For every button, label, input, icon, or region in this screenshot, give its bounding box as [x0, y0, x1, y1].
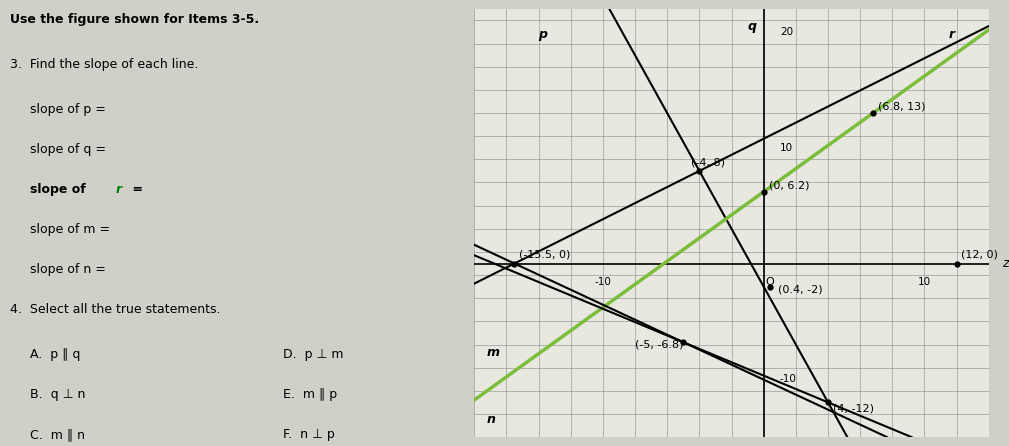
Text: (12, 0): (12, 0) [962, 250, 998, 260]
Text: F.  n ⊥ p: F. n ⊥ p [283, 428, 334, 441]
Text: slope of: slope of [30, 183, 91, 196]
Text: (-5, -6.8): (-5, -6.8) [635, 340, 683, 350]
Text: =: = [128, 183, 143, 196]
Text: B.  q ⊥ n: B. q ⊥ n [30, 388, 86, 401]
Text: r: r [116, 183, 122, 196]
Text: 10: 10 [918, 277, 931, 287]
Text: 20: 20 [780, 27, 793, 37]
Text: (0.4, -2): (0.4, -2) [778, 285, 822, 294]
Text: C.  m ∥ n: C. m ∥ n [30, 428, 86, 441]
Text: slope of n =: slope of n = [30, 263, 106, 276]
Text: E.  m ∥ p: E. m ∥ p [283, 388, 337, 401]
Text: (-15.5, 0): (-15.5, 0) [520, 250, 571, 260]
Text: A.  p ∥ q: A. p ∥ q [30, 348, 81, 361]
Text: r: r [948, 28, 955, 41]
Text: (-4, 8): (-4, 8) [691, 157, 725, 167]
Text: -10: -10 [780, 374, 797, 384]
Text: p: p [539, 28, 548, 41]
Text: 10: 10 [780, 143, 793, 153]
Text: slope of m =: slope of m = [30, 223, 110, 236]
Text: m: m [487, 346, 500, 359]
Text: (0, 6.2): (0, 6.2) [769, 180, 809, 190]
Text: 4.  Select all the true statements.: 4. Select all the true statements. [10, 303, 221, 316]
Text: O: O [766, 277, 775, 287]
Text: slope of p =: slope of p = [30, 103, 106, 116]
Text: (6.8, 13): (6.8, 13) [878, 102, 925, 112]
Text: -10: -10 [594, 277, 611, 287]
Text: D.  p ⊥ m: D. p ⊥ m [283, 348, 343, 361]
Text: slope of q =: slope of q = [30, 143, 106, 156]
Text: Use the figure shown for Items 3-5.: Use the figure shown for Items 3-5. [10, 13, 259, 26]
Text: 3.  Find the slope of each line.: 3. Find the slope of each line. [10, 58, 199, 71]
Text: z: z [1002, 257, 1008, 270]
Text: q: q [748, 20, 757, 33]
Text: n: n [487, 413, 496, 426]
Text: (4, -12): (4, -12) [832, 404, 874, 413]
